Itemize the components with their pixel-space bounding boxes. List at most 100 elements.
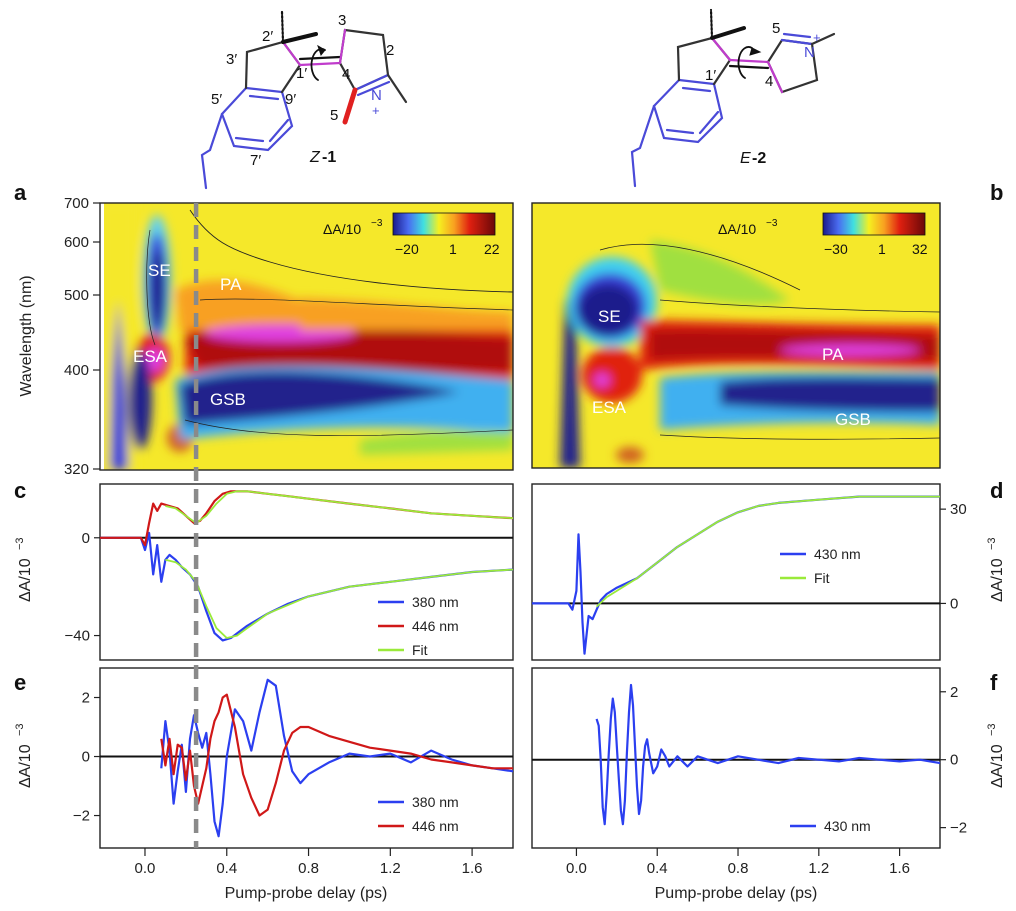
legend-label: 380 nm xyxy=(412,794,459,810)
heatmap-a-label: PA xyxy=(220,275,242,294)
x-tick-label: 0.8 xyxy=(728,860,749,877)
x-tick-label: 1.2 xyxy=(808,860,829,877)
svg-text:−3: −3 xyxy=(14,723,26,736)
legend-d: 430 nm Fit xyxy=(780,546,861,586)
x-tick-label: 0.0 xyxy=(135,860,156,877)
z1-atom-label: 9′ xyxy=(285,91,296,108)
y-tick-label: −2 xyxy=(73,808,90,825)
z1-atom-label: 2′ xyxy=(262,28,273,45)
legend-f: 430 nm xyxy=(790,818,871,834)
series-line-fit xyxy=(165,490,514,524)
x-tick-label: 1.6 xyxy=(462,860,483,877)
svg-text:−3: −3 xyxy=(14,537,26,550)
dA-axis-label-f: ΔA/10 −3 xyxy=(986,723,1006,788)
dA-axis-label-e: ΔA/10 −3 xyxy=(14,723,34,788)
z1-atom-label: 3 xyxy=(338,12,346,29)
z1-atom-label: 7′ xyxy=(250,152,261,169)
e2-nitrogen-label: N xyxy=(804,44,815,61)
legend-label: 446 nm xyxy=(412,818,459,834)
e2-atom-label: 5 xyxy=(772,20,780,37)
heatmap-a: SE PA ESA GSB ΔA/10 −3 −20 1 22 xyxy=(99,202,514,471)
e2-rotation-arrow xyxy=(737,46,753,79)
panel-label-c: c xyxy=(14,478,26,503)
e2-atom-label: 4 xyxy=(765,73,773,90)
heatmap-b-label: GSB xyxy=(835,410,871,429)
heatmap-b: SE PA ESA GSB ΔA/10 −3 −30 1 32 xyxy=(531,202,941,469)
heatmap-b-label: PA xyxy=(822,345,844,364)
z1-nitrogen-label: N xyxy=(371,87,382,104)
x-axis-right: 0.0 0.4 0.8 1.2 1.6 xyxy=(566,848,910,877)
series-line-380-nm xyxy=(160,678,514,838)
z1-double-bond xyxy=(298,61,342,67)
colorbar-b: ΔA/10 −3 −30 1 32 xyxy=(718,212,928,257)
panel-c-plot: 0 −40 380 nm 446 nm Fit xyxy=(65,490,514,658)
z1-atom-label: 5 xyxy=(330,107,338,124)
dA-axis-label-d: ΔA/10 −3 xyxy=(986,537,1006,602)
e2-methoxy xyxy=(630,104,656,188)
e2-name-number: -2 xyxy=(752,150,766,167)
panel-e-plot: 2 0 −2 380 nm 446 nm xyxy=(73,678,514,838)
z1-atom-label: 3′ xyxy=(226,51,237,68)
z1-methyl-red xyxy=(342,87,358,125)
z1-methoxy xyxy=(200,112,224,190)
z1-name-number: -1 xyxy=(322,149,336,166)
svg-text:ΔA/10: ΔA/10 xyxy=(17,744,34,788)
panel-e-frame xyxy=(99,667,514,849)
svg-text:22: 22 xyxy=(484,241,500,257)
panel-label-e: e xyxy=(14,670,26,695)
legend-label: Fit xyxy=(814,570,830,586)
heatmap-a-label: GSB xyxy=(210,390,246,409)
legend-e: 380 nm 446 nm xyxy=(378,794,459,834)
x-tick-label: 0.4 xyxy=(647,860,668,877)
wavelength-tick: 320 xyxy=(64,461,89,478)
series-line-430-nm xyxy=(532,495,940,655)
x-axis-label-left: Pump-probe delay (ps) xyxy=(225,885,388,902)
panel-label-b: b xyxy=(990,180,1003,205)
e2-double-bond xyxy=(728,58,770,64)
svg-text:1: 1 xyxy=(449,241,457,257)
x-tick-label: 0.8 xyxy=(298,860,319,877)
y-tick-label: 2 xyxy=(82,690,90,707)
legend-c: 380 nm 446 nm Fit xyxy=(378,594,459,658)
z1-atom-label: 5′ xyxy=(211,91,222,108)
heatmap-a-label: SE xyxy=(148,261,171,280)
z1-name-prefix: Z xyxy=(309,149,321,166)
panel-d-frame xyxy=(531,483,941,661)
panel-label-f: f xyxy=(990,670,998,695)
y-tick-label: 2 xyxy=(950,684,958,701)
legend-label: 446 nm xyxy=(412,618,459,634)
y-tick-label: 30 xyxy=(950,501,967,518)
svg-text:−3: −3 xyxy=(766,218,778,229)
z1-atom-label: 1′ xyxy=(296,65,307,82)
heatmap-a-label: ESA xyxy=(133,347,168,366)
legend-label: 430 nm xyxy=(814,546,861,562)
z1-atom-label: 4 xyxy=(342,66,350,83)
legend-label: 380 nm xyxy=(412,594,459,610)
series-line-fit xyxy=(595,495,940,608)
wavelength-tick: 500 xyxy=(64,287,89,304)
svg-text:−30: −30 xyxy=(824,241,848,257)
panel-c-frame xyxy=(99,483,514,661)
z1-atom-label: 2 xyxy=(386,42,394,59)
series-line-fit xyxy=(165,558,514,639)
y-tick-label: 0 xyxy=(82,530,90,547)
panel-label-d: d xyxy=(990,478,1003,503)
legend-label: Fit xyxy=(412,642,428,658)
svg-text:32: 32 xyxy=(912,241,928,257)
x-tick-label: 0.4 xyxy=(216,860,237,877)
wavelength-tick: 700 xyxy=(64,195,89,212)
panel-f-plot: 2 0 −2 430 nm xyxy=(532,684,967,837)
e2-charge: + xyxy=(813,30,821,45)
e2-atom-label: 1′ xyxy=(705,67,716,84)
panel-f-frame xyxy=(531,667,941,849)
y-tick-label: 0 xyxy=(950,752,958,769)
x-tick-label: 1.2 xyxy=(380,860,401,877)
x-axis-left: 0.0 0.4 0.8 1.2 1.6 xyxy=(135,848,483,877)
wavelength-tick: 600 xyxy=(64,234,89,251)
y-tick-label: −2 xyxy=(950,820,967,837)
svg-text:ΔA/10: ΔA/10 xyxy=(323,221,361,237)
wavelength-tick: 400 xyxy=(64,362,89,379)
series-line-430-nm xyxy=(595,683,941,826)
series-line-446-nm xyxy=(160,693,513,817)
y-tick-label: 0 xyxy=(82,749,90,766)
